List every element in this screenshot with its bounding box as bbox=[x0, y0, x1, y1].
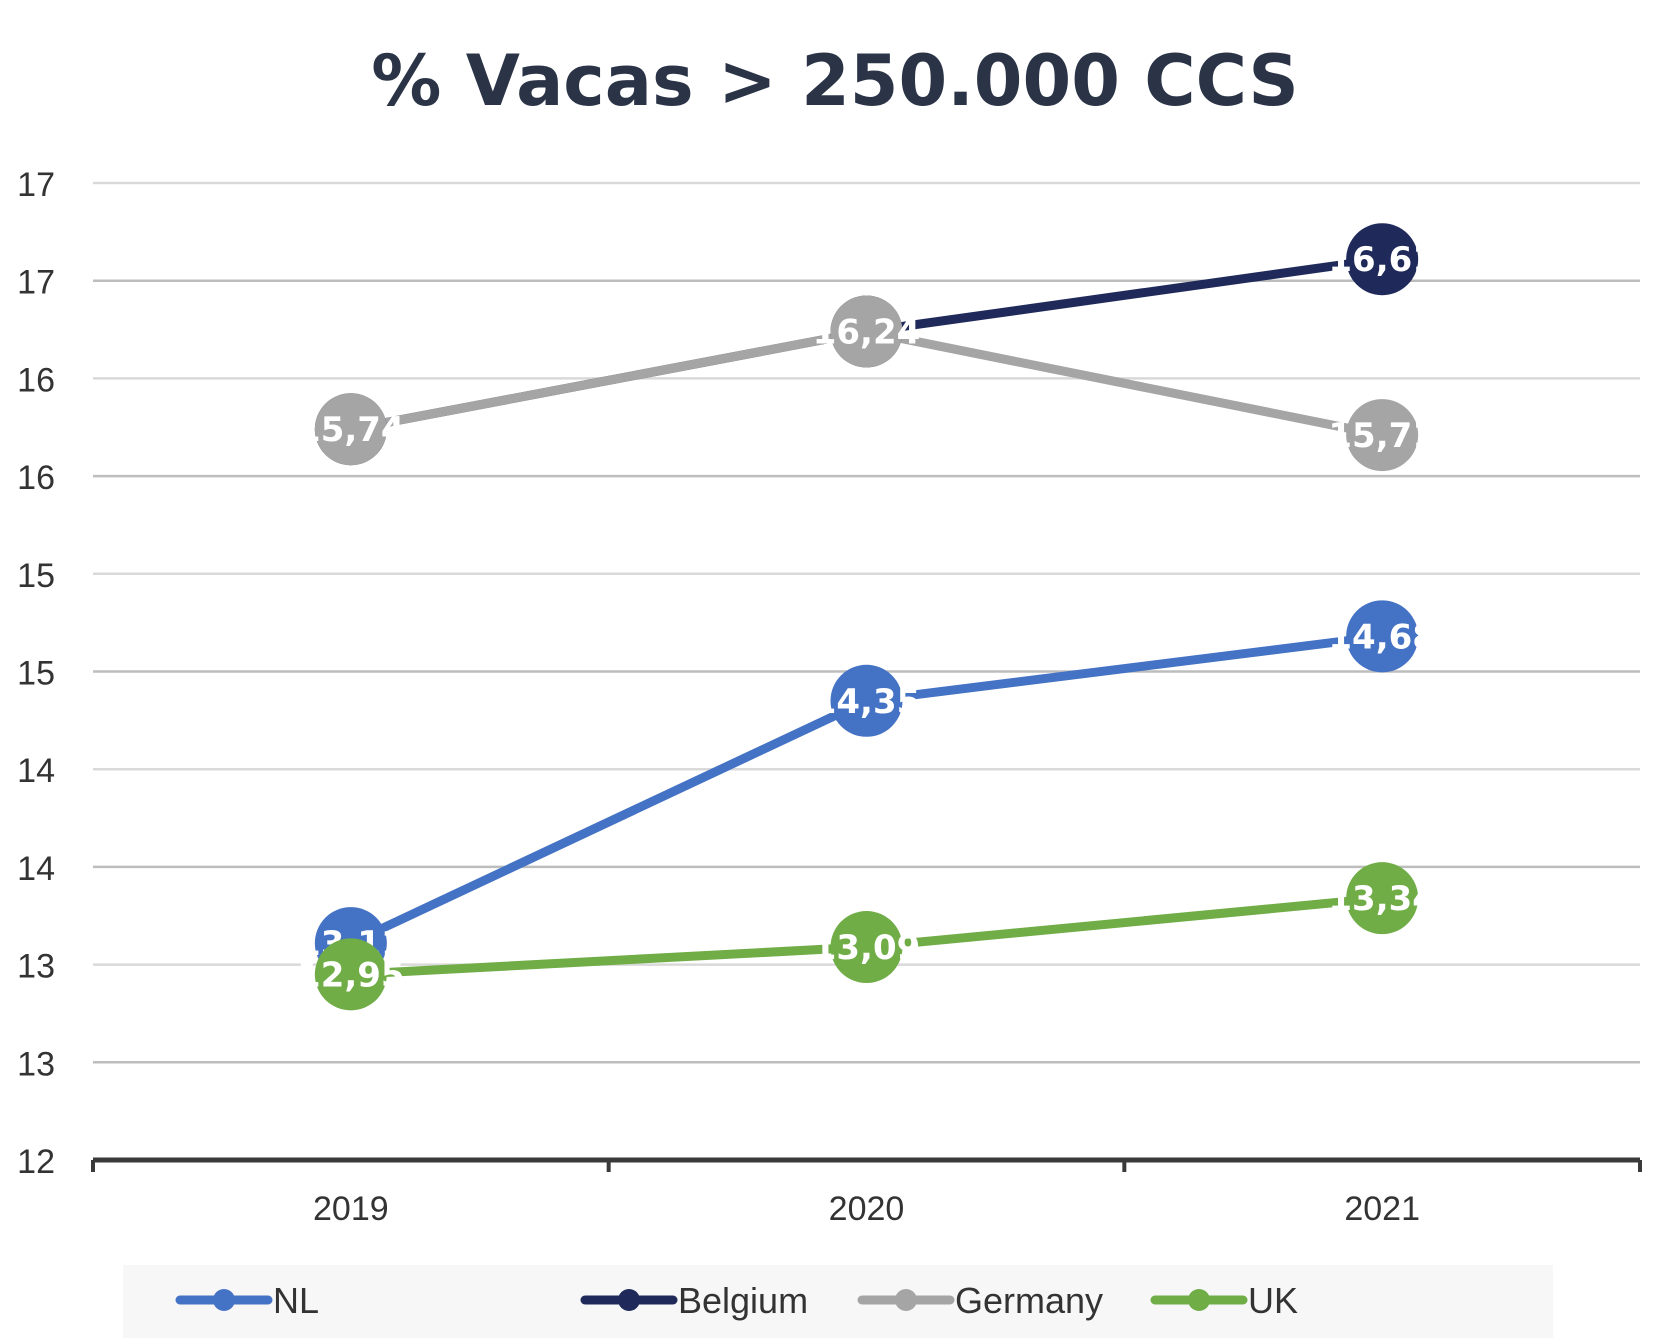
chart-title: % Vacas > 250.000 CCS bbox=[371, 40, 1299, 122]
data-point-nl: 14,35 bbox=[813, 664, 921, 737]
data-point-uk: 13,34 bbox=[1328, 862, 1436, 935]
marker-nl bbox=[830, 664, 903, 737]
y-axis-tick-labels: 12 13 13 14 14 15 15 16 16 17 17 bbox=[17, 166, 55, 1181]
x-tick-label: 2021 bbox=[1344, 1190, 1420, 1228]
marker-germany bbox=[314, 393, 387, 466]
y-tick-label: 17 bbox=[17, 166, 55, 204]
data-point-uk: 13,09 bbox=[813, 911, 921, 984]
x-tick-label: 2019 bbox=[313, 1190, 389, 1228]
y-tick-label: 12 bbox=[17, 1143, 55, 1181]
legend-item-belgium: Belgium bbox=[580, 1280, 808, 1321]
legend: NL Belgium Germany UK bbox=[123, 1265, 1553, 1338]
y-tick-label: 13 bbox=[17, 1045, 55, 1083]
legend-label: Germany bbox=[955, 1280, 1103, 1321]
y-tick-label: 13 bbox=[17, 948, 55, 986]
legend-swatch-marker bbox=[895, 1289, 917, 1311]
marker-uk bbox=[314, 938, 387, 1011]
legend-swatch-marker bbox=[1188, 1289, 1210, 1311]
data-label: 15,71 bbox=[1328, 416, 1436, 456]
data-point-germany: 16,24 bbox=[813, 295, 921, 368]
marker-germany bbox=[1346, 399, 1419, 472]
y-tick-label: 17 bbox=[17, 264, 55, 302]
legend-item-nl: NL bbox=[175, 1280, 319, 1321]
legend-label: UK bbox=[1248, 1280, 1298, 1321]
data-point-belgium: 16,61 bbox=[1328, 223, 1436, 296]
y-tick-label: 15 bbox=[17, 557, 55, 595]
series-points: 15,7416,2416,6115,7416,2415,7113,1114,35… bbox=[297, 223, 1436, 1011]
marker-nl bbox=[1346, 600, 1419, 673]
x-tick-label: 2020 bbox=[829, 1190, 905, 1228]
data-point-germany: 15,74 bbox=[297, 393, 405, 466]
marker-uk bbox=[830, 911, 903, 984]
legend-item-uk: UK bbox=[1150, 1280, 1298, 1321]
data-label: 16,24 bbox=[813, 313, 921, 353]
data-label: 12,95 bbox=[297, 955, 405, 995]
data-label: 14,35 bbox=[813, 682, 921, 722]
data-point-uk: 12,95 bbox=[297, 938, 405, 1011]
legend-label: Belgium bbox=[678, 1280, 808, 1321]
marker-belgium bbox=[1346, 223, 1419, 296]
y-tick-label: 16 bbox=[17, 459, 55, 497]
marker-uk bbox=[1346, 862, 1419, 935]
data-label: 15,74 bbox=[297, 410, 405, 450]
data-label: 14,68 bbox=[1328, 617, 1436, 657]
legend-item-germany: Germany bbox=[857, 1280, 1103, 1321]
y-tick-label: 14 bbox=[17, 850, 55, 888]
data-label: 16,61 bbox=[1328, 240, 1436, 280]
marker-germany bbox=[830, 295, 903, 368]
y-tick-label: 14 bbox=[17, 752, 55, 790]
legend-swatch-marker bbox=[618, 1289, 640, 1311]
legend-box bbox=[123, 1265, 1553, 1338]
legend-label: NL bbox=[273, 1280, 319, 1321]
data-point-nl: 14,68 bbox=[1328, 600, 1436, 673]
y-tick-label: 15 bbox=[17, 655, 55, 693]
data-label: 13,34 bbox=[1328, 879, 1436, 919]
x-axis: 2019 2020 2021 bbox=[91, 1157, 1642, 1228]
legend-swatch-marker bbox=[213, 1289, 235, 1311]
y-tick-label: 16 bbox=[17, 361, 55, 399]
data-label: 13,09 bbox=[813, 928, 921, 968]
data-point-germany: 15,71 bbox=[1328, 399, 1436, 472]
